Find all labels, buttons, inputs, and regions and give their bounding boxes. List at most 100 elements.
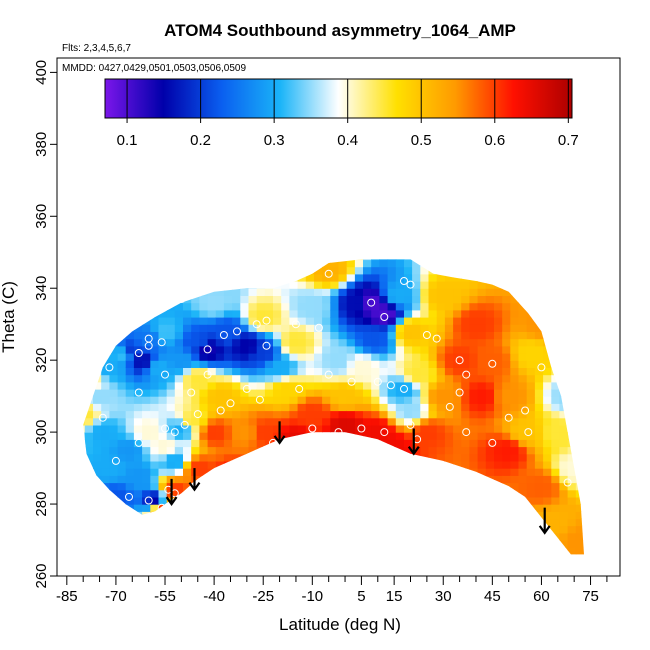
heat-cell	[502, 439, 511, 448]
heat-cell	[453, 424, 462, 433]
heat-cell	[510, 496, 520, 505]
heat-cell	[174, 475, 184, 484]
heat-cell	[534, 504, 544, 512]
heat-cell	[289, 547, 299, 555]
heat-cell	[117, 518, 127, 527]
heat-cell	[191, 338, 200, 347]
heat-cell	[404, 504, 413, 512]
heat-cell	[543, 482, 552, 491]
heat-cell	[84, 511, 94, 520]
heat-cell	[264, 518, 274, 527]
heat-cell	[281, 324, 290, 332]
heat-cell	[215, 496, 225, 505]
heat-cell	[117, 259, 127, 261]
heat-cell	[559, 353, 569, 361]
heat-cell	[551, 273, 561, 282]
heat-cell	[84, 288, 94, 296]
heat-cell	[248, 288, 258, 296]
heat-cell	[240, 324, 250, 332]
heat-cell	[93, 554, 102, 562]
heat-cell	[289, 439, 299, 448]
heat-cell	[330, 403, 340, 412]
heat-cell	[584, 439, 593, 447]
heat-cell	[485, 396, 495, 404]
heat-cell	[273, 453, 282, 462]
heat-cell	[338, 374, 348, 383]
heat-cell	[150, 511, 160, 520]
heat-cell	[420, 540, 430, 548]
heat-cell	[215, 295, 225, 304]
heat-cell	[526, 273, 536, 282]
heat-cell	[125, 532, 135, 541]
heat-cell	[248, 396, 258, 404]
heat-cell	[109, 302, 119, 311]
heat-cell	[534, 518, 544, 527]
heat-cell	[264, 273, 274, 282]
heat-cell	[183, 475, 192, 484]
heat-cell	[322, 518, 331, 527]
sample-point	[210, 474, 219, 483]
heat-cell	[428, 511, 438, 520]
heat-cell	[223, 460, 233, 469]
heat-cell	[117, 432, 127, 440]
heat-cell	[223, 295, 233, 304]
heat-cell	[428, 302, 438, 311]
heat-cell	[84, 482, 94, 491]
heat-cell	[289, 504, 299, 512]
heat-cell	[559, 317, 569, 325]
heat-cell	[223, 504, 233, 512]
heat-cell	[264, 388, 274, 397]
heat-cell	[305, 540, 315, 548]
heat-cell	[264, 482, 274, 491]
heat-cell	[240, 273, 250, 282]
heat-cell	[354, 360, 364, 368]
heat-cell	[93, 353, 102, 361]
heat-cell	[166, 511, 176, 520]
heat-cell	[363, 396, 372, 404]
heat-cell	[83, 259, 86, 268]
heat-cell	[101, 532, 110, 541]
sample-point	[180, 420, 189, 429]
heat-cell	[428, 547, 438, 555]
heat-cell	[363, 468, 372, 476]
heat-cell	[551, 281, 561, 289]
heat-cell	[453, 317, 462, 325]
heat-cell	[502, 504, 511, 512]
heat-cell	[444, 410, 454, 419]
heat-cell	[387, 532, 397, 541]
heat-cell	[510, 331, 520, 340]
heat-cell	[83, 525, 86, 534]
heat-cell	[518, 360, 528, 368]
heat-cell	[125, 281, 135, 289]
heat-cell	[240, 388, 250, 397]
heat-cell	[543, 417, 552, 426]
heat-cell	[281, 410, 290, 419]
heat-cell	[84, 417, 94, 426]
heat-cell	[183, 439, 192, 448]
heat-cell	[109, 482, 119, 491]
heat-cell	[567, 547, 577, 555]
heat-cell	[248, 273, 258, 282]
heat-cell	[510, 468, 520, 476]
heat-cell	[158, 439, 168, 448]
heat-cell	[191, 496, 200, 505]
heat-cell	[330, 317, 340, 325]
heat-cell	[534, 302, 544, 311]
y-tick-label: 320	[33, 348, 50, 373]
heat-cell	[150, 547, 160, 555]
heat-cell	[166, 374, 176, 383]
heat-cell	[567, 532, 577, 541]
heat-cell	[387, 439, 397, 448]
heat-cell	[395, 259, 405, 268]
heat-cell	[223, 367, 233, 376]
heat-cell	[502, 554, 511, 562]
heat-cell	[444, 302, 454, 311]
heat-cell	[256, 547, 266, 555]
heat-cell	[297, 460, 307, 469]
heat-cell	[510, 525, 520, 534]
heat-cell	[166, 317, 176, 325]
heat-cell	[133, 439, 143, 448]
heat-cell	[469, 317, 479, 325]
heat-cell	[510, 396, 520, 404]
sample-point	[406, 280, 415, 289]
